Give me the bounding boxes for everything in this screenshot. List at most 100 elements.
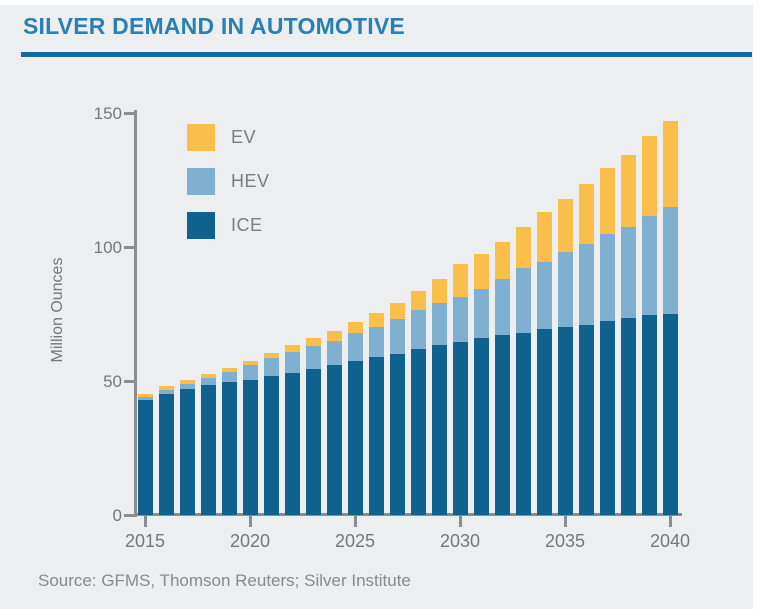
x-tick-2040: [668, 515, 672, 527]
ice-segment-2023: [305, 368, 321, 515]
hev-segment-2026: [368, 327, 384, 357]
x-tick-2015: [143, 515, 147, 527]
ev-segment-2029: [431, 279, 447, 304]
hev-segment-2029: [431, 303, 447, 345]
ev-segment-2032: [494, 241, 510, 280]
bar-2032: [494, 241, 510, 515]
legend-swatch-ice: [187, 212, 215, 239]
ice-segment-2035: [557, 327, 573, 515]
ice-segment-2030: [452, 342, 468, 515]
hev-segment-2034: [536, 261, 552, 329]
ice-segment-2037: [599, 320, 615, 515]
bar-2035: [557, 198, 573, 515]
legend-item-hev: HEV: [187, 168, 270, 195]
bar-2039: [641, 135, 657, 515]
bar-2017: [179, 379, 195, 515]
hev-segment-2040: [662, 206, 678, 314]
ev-segment-2020: [242, 360, 258, 365]
ev-segment-2036: [578, 184, 594, 245]
legend-label-ev: EV: [231, 127, 257, 147]
hev-segment-2031: [473, 288, 489, 339]
ice-segment-2027: [389, 354, 405, 515]
ev-segment-2040: [662, 121, 678, 207]
bar-2028: [410, 291, 426, 515]
hev-segment-2024: [326, 340, 342, 365]
ev-segment-2023: [305, 338, 321, 347]
ev-segment-2027: [389, 303, 405, 320]
ev-segment-2015: [137, 394, 153, 398]
bar-2031: [473, 253, 489, 515]
hev-segment-2027: [389, 319, 405, 355]
ice-segment-2032: [494, 335, 510, 515]
hev-segment-2016: [158, 390, 174, 395]
legend: EV HEV ICE: [187, 124, 270, 256]
hev-segment-2021: [263, 358, 279, 376]
ice-segment-2021: [263, 375, 279, 515]
ice-segment-2038: [620, 318, 636, 515]
hev-segment-2028: [410, 309, 426, 349]
bar-2033: [515, 226, 531, 515]
ev-segment-2017: [179, 379, 195, 384]
ev-segment-2019: [221, 367, 237, 372]
y-tick-label-0: 0: [112, 506, 122, 525]
ice-segment-2026: [368, 356, 384, 515]
plot-area: [136, 113, 682, 515]
ev-segment-2030: [452, 264, 468, 297]
hev-segment-2017: [179, 383, 195, 390]
bar-2024: [326, 331, 342, 515]
bar-2036: [578, 184, 594, 515]
ev-segment-2031: [473, 253, 489, 289]
ice-segment-2031: [473, 338, 489, 515]
ice-segment-2039: [641, 315, 657, 515]
ev-segment-2037: [599, 167, 615, 234]
x-tick-label-2035: 2035: [544, 531, 586, 551]
y-tick-label-100: 100: [93, 238, 122, 257]
page-title: SILVER DEMAND IN AUTOMOTIVE: [23, 13, 405, 39]
ev-segment-2024: [326, 331, 342, 341]
y-axis-title: Million Ounces: [49, 257, 66, 363]
y-tick-100: [124, 245, 136, 249]
hev-segment-2038: [620, 226, 636, 319]
ice-segment-2019: [221, 382, 237, 515]
hev-segment-2033: [515, 268, 531, 333]
bar-2040: [662, 121, 678, 515]
y-tick-50: [124, 379, 136, 383]
ice-segment-2024: [326, 364, 342, 515]
bar-2015: [137, 394, 153, 515]
hev-segment-2037: [599, 233, 615, 321]
ev-segment-2018: [200, 374, 216, 379]
bar-2037: [599, 167, 615, 515]
ice-segment-2020: [242, 379, 258, 515]
ice-segment-2016: [158, 394, 174, 515]
x-tick-label-2025: 2025: [334, 531, 376, 551]
legend-item-ice: ICE: [187, 212, 270, 239]
legend-label-hev: HEV: [231, 171, 270, 191]
ice-segment-2015: [137, 399, 153, 515]
bar-2030: [452, 264, 468, 515]
x-axis-line: [134, 513, 682, 516]
bar-2016: [158, 386, 174, 515]
ev-segment-2022: [284, 344, 300, 352]
bar-2023: [305, 338, 321, 515]
x-tick-label-2020: 2020: [229, 531, 271, 551]
bar-2025: [347, 322, 363, 515]
ev-segment-2021: [263, 352, 279, 359]
ice-segment-2033: [515, 332, 531, 515]
hev-segment-2025: [347, 332, 363, 361]
title-underline: [21, 52, 752, 57]
bar-2019: [221, 367, 237, 515]
bar-2027: [389, 303, 405, 515]
bar-2034: [536, 212, 552, 515]
bar-2018: [200, 374, 216, 515]
ice-segment-2022: [284, 372, 300, 515]
x-tick-2020: [248, 515, 252, 527]
ice-segment-2025: [347, 360, 363, 515]
hev-segment-2036: [578, 244, 594, 325]
x-tick-label-2030: 2030: [439, 531, 481, 551]
ice-segment-2028: [410, 348, 426, 515]
hev-segment-2035: [557, 252, 573, 328]
hev-segment-2019: [221, 371, 237, 383]
x-tick-2030: [458, 515, 462, 527]
y-tick-150: [124, 111, 136, 115]
